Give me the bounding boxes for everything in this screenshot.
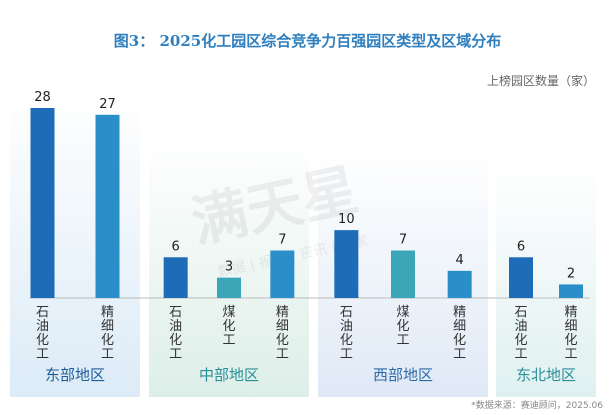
category-label-char: 精 — [101, 305, 114, 320]
category-label-char: 工 — [169, 347, 182, 362]
bar-中部地区-煤化工 — [217, 277, 241, 298]
data-label: 7 — [278, 233, 286, 248]
category-label-char: 精 — [276, 305, 289, 320]
bar-东北地区-石油化工 — [509, 257, 533, 298]
data-label: 6 — [172, 239, 180, 254]
category-label-char: 工 — [340, 347, 353, 362]
category-label-char: 化 — [514, 333, 527, 348]
category-label-char: 化 — [340, 333, 353, 348]
data-label: 2 — [567, 266, 575, 281]
y-unit-label: 上榜园区数量（家） — [486, 74, 595, 88]
category-label-char: 工 — [222, 333, 235, 348]
bar-西部地区-煤化工 — [391, 250, 415, 298]
category-label-char: 化 — [169, 333, 182, 348]
data-label: 10 — [338, 212, 355, 227]
category-label-char: 石 — [169, 305, 182, 320]
category-label-char: 工 — [564, 347, 577, 362]
category-label-char: 煤 — [396, 305, 409, 320]
category-label-char: 细 — [276, 319, 289, 334]
data-label: 7 — [399, 233, 407, 248]
category-label-char: 精 — [453, 305, 466, 320]
data-label: 27 — [99, 97, 116, 112]
region-label: 东部地区 — [45, 366, 105, 384]
category-label-char: 细 — [453, 319, 466, 334]
source-note: *数据来源：赛迪顾问，2025.06 — [471, 401, 603, 411]
category-label-char: 化 — [396, 319, 409, 334]
region-label: 西部地区 — [373, 366, 433, 384]
bar-中部地区-石油化工 — [163, 257, 188, 298]
category-label-char: 化 — [101, 333, 114, 348]
category-label-char: 工 — [514, 347, 527, 362]
region-label: 东北地区 — [516, 366, 576, 384]
category-label-char: 化 — [36, 333, 49, 348]
region-label: 中部地区 — [199, 366, 259, 384]
bar-西部地区-石油化工 — [334, 230, 359, 298]
category-label-char: 化 — [276, 333, 289, 348]
category-label-char: 石 — [36, 305, 49, 320]
bar-中部地区-精细化工 — [270, 250, 295, 298]
category-label-char: 工 — [276, 347, 289, 362]
category-label-char: 化 — [564, 333, 577, 348]
category-label-char: 煤 — [222, 305, 235, 320]
data-label: 6 — [517, 239, 525, 254]
category-label-char: 细 — [564, 319, 577, 334]
chart-title: 图3： 2025化工园区综合竞争力百强园区类型及区域分布 — [113, 32, 502, 50]
bar-西部地区-精细化工 — [447, 270, 472, 298]
category-label-char: 油 — [340, 319, 353, 334]
category-label-char: 工 — [396, 333, 409, 348]
category-label-char: 油 — [514, 319, 527, 334]
bar-东部地区-精细化工 — [95, 114, 120, 299]
data-label: 3 — [225, 260, 233, 275]
category-label-char: 化 — [222, 319, 235, 334]
category-label-char: 油 — [36, 319, 49, 334]
category-label-char: 工 — [101, 347, 114, 362]
category-label-char: 石 — [514, 305, 527, 320]
region-background — [10, 92, 140, 397]
category-label-char: 石 — [340, 305, 353, 320]
data-label: 4 — [456, 253, 464, 268]
category-label-char: 细 — [101, 319, 114, 334]
category-label-char: 工 — [453, 347, 466, 362]
bar-东北地区-精细化工 — [559, 284, 583, 298]
category-label-char: 工 — [36, 347, 49, 362]
data-label: 28 — [34, 90, 51, 105]
category-label-char: 精 — [564, 305, 577, 320]
bar-东部地区-石油化工 — [30, 108, 55, 298]
category-label-char: 油 — [169, 319, 182, 334]
category-label-char: 化 — [453, 333, 466, 348]
